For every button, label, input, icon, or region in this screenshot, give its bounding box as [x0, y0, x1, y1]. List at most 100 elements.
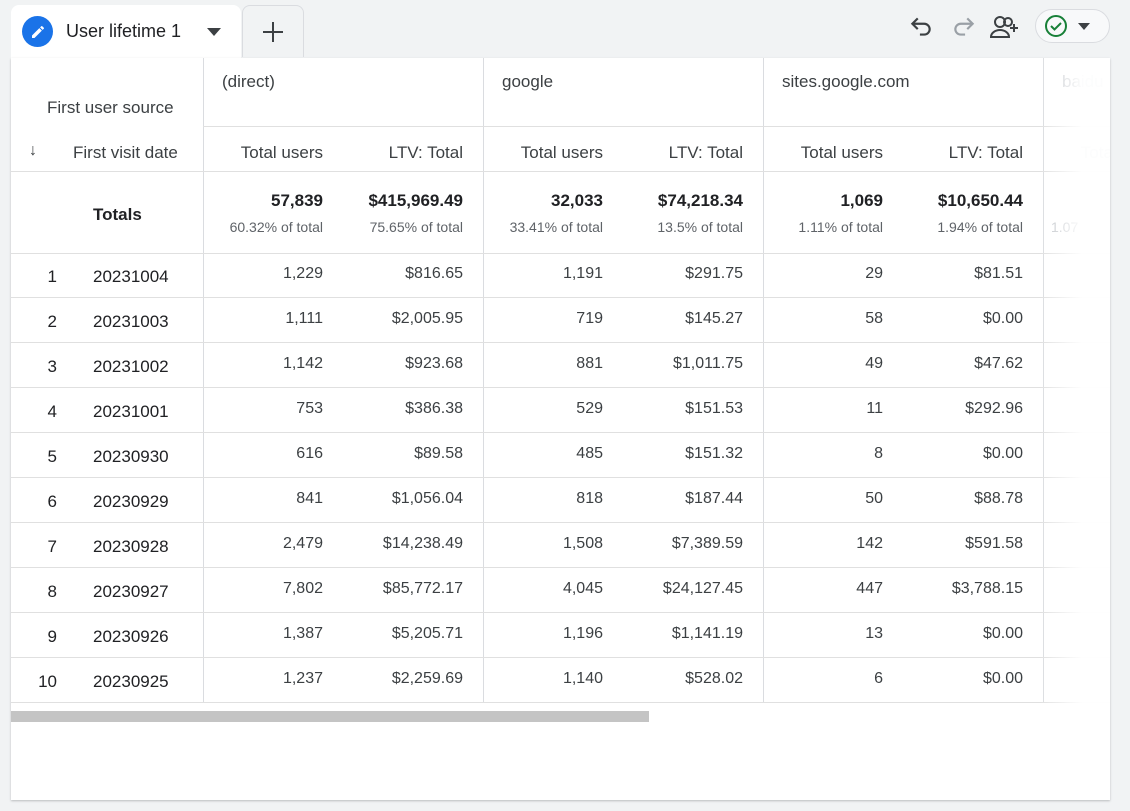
- metric-column-header[interactable]: Total users: [520, 143, 603, 162]
- row-divider: [11, 477, 1110, 478]
- table-cell: $47.62: [974, 355, 1023, 372]
- share-button[interactable]: [988, 10, 1022, 44]
- table-cell: 2,479: [282, 535, 323, 552]
- row-index: 10: [38, 672, 57, 691]
- undo-button[interactable]: [904, 10, 938, 44]
- table-cell: 142: [856, 535, 883, 552]
- table-cell: $2,005.95: [391, 310, 463, 327]
- table-cell: 818: [576, 490, 603, 507]
- pivot-table: First user source (direct) google sites.goo…: [11, 58, 1110, 800]
- table-cell: 753: [296, 400, 323, 417]
- table-cell: $7,389.59: [671, 535, 743, 552]
- table-cell: 1,111: [285, 310, 323, 327]
- table-cell: 11: [866, 400, 883, 417]
- metric-column-header[interactable]: Total users: [800, 143, 883, 162]
- horizontal-scrollbar[interactable]: [11, 711, 649, 722]
- row-divider: [11, 297, 1110, 298]
- source-column-header[interactable]: sites.google.com: [782, 72, 910, 91]
- row-index: 9: [47, 627, 57, 646]
- table-cell: 1,196: [562, 625, 603, 642]
- totals-percent: 60.32% of total: [229, 219, 323, 235]
- table-cell: $0.00: [982, 625, 1023, 642]
- row-date: 20230928: [93, 537, 169, 556]
- table-cell: $187.44: [685, 490, 743, 507]
- metric-column-header[interactable]: Total users: [1080, 143, 1110, 162]
- undo-icon: [910, 17, 931, 36]
- row-divider: [11, 522, 1110, 523]
- row-date: 20230930: [93, 447, 169, 466]
- table-cell: 1,229: [282, 265, 323, 282]
- row-date: 20231004: [93, 267, 169, 286]
- row-index: 8: [47, 582, 57, 601]
- column-divider: [203, 58, 204, 703]
- pencil-icon: [22, 16, 53, 47]
- add-tab-button[interactable]: [242, 5, 304, 57]
- column-divider: [763, 58, 764, 703]
- totals-percent: 13.5% of total: [657, 219, 743, 235]
- table-cell: $14,238.49: [382, 535, 463, 552]
- table-cell: 49: [865, 355, 883, 372]
- caret-down-icon: [1078, 22, 1090, 30]
- table-cell: 7,802: [282, 580, 323, 597]
- source-column-header[interactable]: google: [502, 72, 554, 91]
- totals-value: 1,069: [840, 191, 883, 210]
- row-index: 7: [47, 537, 57, 556]
- row-divider: [11, 342, 1110, 343]
- check-circle-icon: [1045, 15, 1067, 37]
- table-cell: $292.96: [965, 400, 1023, 417]
- table-cell: $151.32: [685, 445, 743, 462]
- table-cell: $5,205.71: [391, 625, 463, 642]
- table-cell: $1,141.19: [671, 625, 743, 642]
- totals-percent: 33.41% of total: [509, 219, 603, 235]
- row-date: 20230926: [93, 627, 169, 646]
- table-cell: 447: [856, 580, 883, 597]
- totals-percent: 1.07: [1051, 219, 1079, 235]
- table-cell: $291.75: [685, 265, 743, 282]
- totals-value: 57,839: [271, 191, 323, 210]
- row-date: 20230925: [93, 672, 169, 691]
- table-cell: $85,772.17: [382, 580, 463, 597]
- redo-button[interactable]: [947, 10, 981, 44]
- sort-arrow-icon[interactable]: ↓: [29, 142, 37, 159]
- totals-value: $10,650.44: [937, 191, 1023, 210]
- row-divider: [11, 657, 1110, 658]
- row-date: 20230927: [93, 582, 169, 601]
- table-cell: 50: [865, 490, 883, 507]
- table-cell: $24,127.45: [662, 580, 743, 597]
- table-cell: 6: [874, 670, 883, 687]
- row-divider: [11, 387, 1110, 388]
- source-column-header[interactable]: baidu: [1062, 72, 1104, 91]
- table-cell: 58: [865, 310, 883, 327]
- totals-percent: 75.65% of total: [369, 219, 463, 235]
- row-index: 2: [47, 312, 57, 331]
- table-cell: $151.53: [685, 400, 743, 417]
- table-cell: $3,788.15: [951, 580, 1023, 597]
- exploration-tab[interactable]: User lifetime 1: [11, 5, 241, 58]
- metric-column-header[interactable]: LTV: Total: [668, 143, 743, 162]
- dimension-header: First user source: [47, 98, 174, 117]
- row-dimension-header[interactable]: First visit date: [73, 143, 178, 162]
- table-cell: 1,508: [562, 535, 603, 552]
- totals-percent: 1.11% of total: [798, 219, 883, 235]
- table-cell: $88.78: [974, 490, 1023, 507]
- header-divider: [11, 171, 1110, 172]
- row-index: 1: [47, 267, 57, 286]
- table-cell: 1,142: [282, 355, 323, 372]
- table-cell: $386.38: [405, 400, 463, 417]
- add-person-icon: [989, 16, 1018, 38]
- row-divider: [11, 612, 1110, 613]
- metric-column-header[interactable]: LTV: Total: [388, 143, 463, 162]
- table-cell: 485: [576, 445, 603, 462]
- status-menu[interactable]: [1035, 9, 1110, 43]
- metric-column-header[interactable]: LTV: Total: [948, 143, 1023, 162]
- totals-divider: [11, 253, 1110, 254]
- row-index: 3: [47, 357, 57, 376]
- table-cell: $89.58: [414, 445, 463, 462]
- table-cell: 841: [296, 490, 323, 507]
- caret-down-icon[interactable]: [207, 27, 222, 36]
- metric-column-header[interactable]: Total users: [240, 143, 323, 162]
- totals-label: Totals: [93, 205, 142, 224]
- redo-icon: [954, 17, 975, 36]
- table-cell: 529: [576, 400, 603, 417]
- source-column-header[interactable]: (direct): [222, 72, 275, 91]
